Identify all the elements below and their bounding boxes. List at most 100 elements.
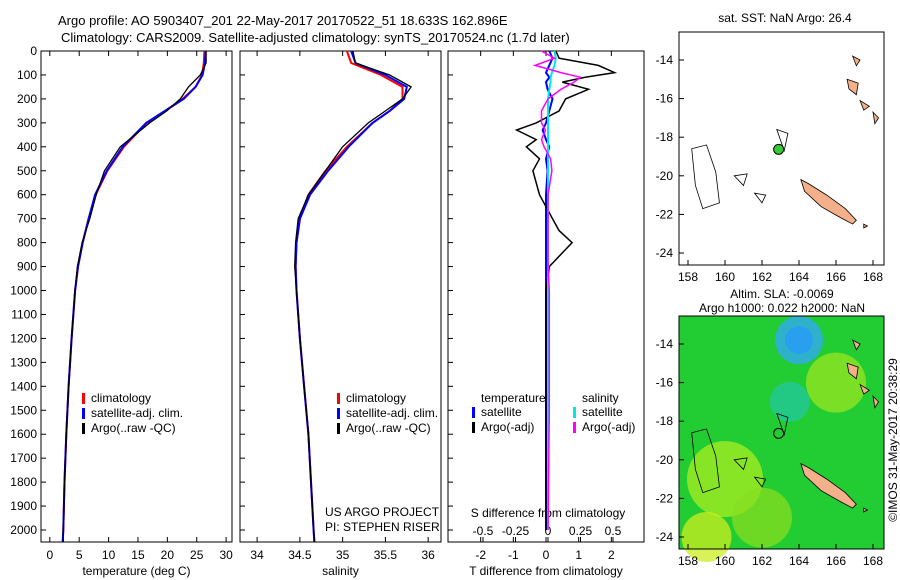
y-tick-label: 1900 xyxy=(10,499,37,513)
temperature-line-1 xyxy=(61,50,207,543)
s-tick-label: -0.25 xyxy=(502,524,530,538)
y-tick-label: 800 xyxy=(17,236,37,250)
pi-label: PI: STEPHEN RISER xyxy=(325,520,440,534)
map-y-tick-label: -20 xyxy=(656,453,674,467)
x-tick-label: 1 xyxy=(575,548,582,562)
island xyxy=(863,507,869,513)
reef-outline xyxy=(733,173,748,187)
x-tick-label: 20 xyxy=(161,548,175,562)
s-tick-label: -0.5 xyxy=(473,524,494,538)
legend-label: satellite xyxy=(481,405,522,419)
reef-outline xyxy=(776,128,789,153)
legend-label: Argo(..raw -QC) xyxy=(91,421,176,435)
map-x-tick-label: 166 xyxy=(826,270,846,284)
reef-outline xyxy=(776,412,789,437)
x-tick-label: 25 xyxy=(190,548,204,562)
sla-anomaly-blob xyxy=(769,381,810,422)
y-tick-label: 0 xyxy=(30,44,37,58)
sla-anomaly-blob xyxy=(806,352,866,413)
legend-label: climatology xyxy=(346,391,406,405)
y-tick-label: 500 xyxy=(17,164,37,178)
x-tick-label: 2 xyxy=(608,548,615,562)
s-tick-label: 0 xyxy=(545,524,552,538)
x-tick-label: 36 xyxy=(421,548,435,562)
map-y-tick-label: -22 xyxy=(656,491,674,505)
x-tick-label: 10 xyxy=(102,548,116,562)
legend-label: Argo(-adj) xyxy=(582,420,635,434)
map-x-tick-label: 168 xyxy=(863,554,883,568)
temperature-frame xyxy=(40,50,233,543)
y-tick-label: 300 xyxy=(17,116,37,130)
y-tick-label: 1300 xyxy=(10,355,37,369)
legend-swatch xyxy=(82,408,85,419)
new-caledonia xyxy=(800,462,857,509)
salinity-line-0 xyxy=(294,50,404,543)
map-x-tick-label: 158 xyxy=(678,554,698,568)
map-x-tick-label: 164 xyxy=(789,554,809,568)
map-y-tick-label: -14 xyxy=(656,53,674,67)
credit-label: ©IMOS 31-May-2017 20:38:29 xyxy=(886,358,900,522)
legend-swatch xyxy=(82,423,85,434)
reef-outline xyxy=(691,428,720,494)
island xyxy=(872,394,880,409)
map-y-tick-label: -18 xyxy=(656,130,674,144)
x-tick-label: -1 xyxy=(508,548,519,562)
map-y-tick-label: -16 xyxy=(656,92,674,106)
y-tick-label: 2000 xyxy=(10,523,37,537)
title-line2: Climatology: CARS2009. Satellite-adjuste… xyxy=(61,30,570,45)
y-tick-label: 1000 xyxy=(10,284,37,298)
t-argo-diff xyxy=(514,50,618,530)
legend-swatch xyxy=(337,408,340,419)
temperature-line-2 xyxy=(62,51,207,542)
x-tick-label: -2 xyxy=(475,548,486,562)
island xyxy=(863,223,869,229)
y-tick-label: 1700 xyxy=(10,451,37,465)
map-y-tick-label: -18 xyxy=(656,414,674,428)
y-tick-label: 600 xyxy=(17,188,37,202)
map-y-tick-label: -16 xyxy=(656,376,674,390)
x-tick-label: 15 xyxy=(131,548,145,562)
argo-location-marker xyxy=(773,143,785,155)
y-tick-label: 200 xyxy=(17,92,37,106)
new-caledonia xyxy=(800,178,857,225)
reef-outline xyxy=(733,457,748,471)
x-tick-label: 35.5 xyxy=(374,548,398,562)
x-tick-label: 35 xyxy=(336,548,350,562)
legend-swatch xyxy=(472,422,475,433)
temperature-line-0 xyxy=(61,50,206,543)
legend-swatch xyxy=(573,422,576,433)
map-x-tick-label: 160 xyxy=(715,554,735,568)
legend-swatch xyxy=(337,423,340,434)
map-x-tick-label: 168 xyxy=(863,270,883,284)
y-tick-label: 400 xyxy=(17,140,37,154)
sla-anomaly-blob xyxy=(732,487,792,548)
map-x-tick-label: 166 xyxy=(826,554,846,568)
map-y-tick-label: -20 xyxy=(656,169,674,183)
y-tick-label: 1100 xyxy=(11,307,37,321)
y-tick-label: 1800 xyxy=(10,475,37,489)
y-tick-label: 1500 xyxy=(10,403,37,417)
island xyxy=(846,78,859,96)
map-y-tick-label: -24 xyxy=(656,530,674,544)
legend-label: Argo(..raw -QC) xyxy=(346,421,431,435)
legend-title-temperature: temperature xyxy=(481,391,546,405)
y-tick-label: 1600 xyxy=(10,427,37,441)
y-tick-label: 1200 xyxy=(10,331,37,345)
s-argo-diff xyxy=(532,50,583,531)
island xyxy=(872,110,880,125)
x-tick-label: 5 xyxy=(76,548,83,562)
island xyxy=(859,383,871,395)
legend-swatch xyxy=(337,393,340,404)
x-tick-label: 34.5 xyxy=(288,548,312,562)
title-line1: Argo profile: AO 5903407_201 22-May-2017… xyxy=(58,13,508,28)
map-x-tick-label: 162 xyxy=(752,270,772,284)
island xyxy=(851,55,861,67)
argo-location-marker xyxy=(773,427,785,439)
legend-swatch xyxy=(573,407,576,418)
island xyxy=(851,339,861,351)
sla-anomaly-blob xyxy=(775,316,823,365)
reef-outline xyxy=(691,144,720,210)
legend-title-salinity: salinity xyxy=(582,391,619,405)
reef-outline xyxy=(753,192,767,204)
